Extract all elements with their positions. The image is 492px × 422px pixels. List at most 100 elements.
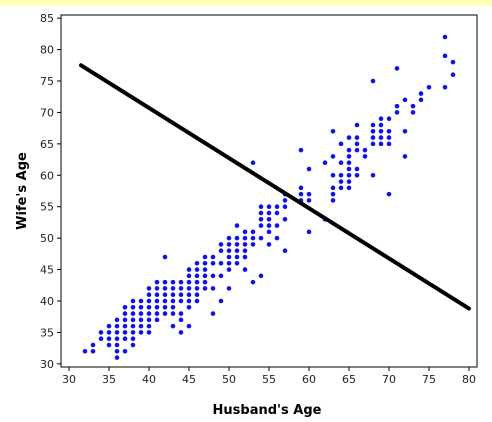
y-tick-label: 55 — [40, 201, 54, 214]
data-point — [154, 286, 160, 291]
data-point — [98, 336, 104, 342]
x-tick-label: 70 — [382, 373, 396, 386]
data-point — [162, 254, 168, 260]
y-tick-label: 85 — [40, 12, 54, 25]
data-point — [114, 330, 120, 335]
x-tick-label: 50 — [222, 373, 236, 386]
data-point — [410, 103, 416, 109]
data-point — [178, 286, 184, 291]
data-point — [154, 317, 160, 323]
data-point — [258, 216, 264, 222]
data-point — [242, 235, 248, 241]
data-point — [130, 342, 136, 348]
data-point — [354, 147, 360, 153]
data-point — [274, 223, 280, 228]
data-point — [130, 330, 136, 335]
data-point — [386, 116, 392, 122]
data-point — [186, 273, 192, 279]
data-point — [450, 59, 456, 65]
data-point — [130, 298, 136, 304]
data-point — [250, 242, 256, 247]
data-point — [250, 279, 256, 285]
data-point — [234, 260, 240, 266]
data-point — [138, 330, 144, 335]
data-point — [306, 166, 312, 172]
data-point — [114, 355, 120, 360]
data-point — [298, 147, 304, 153]
data-point — [178, 330, 184, 335]
data-point — [362, 154, 368, 159]
data-point — [258, 210, 264, 216]
data-point — [282, 216, 288, 222]
data-point — [146, 323, 152, 329]
data-point — [274, 235, 280, 241]
data-point — [346, 147, 352, 153]
data-point — [234, 242, 240, 247]
data-point — [386, 128, 392, 134]
data-point — [226, 286, 232, 291]
data-point — [178, 298, 184, 304]
data-point — [114, 317, 120, 323]
data-point — [330, 198, 336, 203]
x-tick-label: 60 — [302, 373, 316, 386]
data-point — [122, 336, 128, 342]
data-point — [282, 204, 288, 210]
data-point — [154, 304, 160, 310]
data-point — [138, 311, 144, 316]
data-point — [226, 267, 232, 272]
data-point — [154, 279, 160, 285]
data-point — [274, 210, 280, 216]
data-point — [202, 267, 208, 272]
data-point — [418, 97, 424, 103]
plot-area — [60, 14, 478, 368]
y-axis-title: Wife's Age — [15, 152, 30, 230]
data-point — [354, 172, 360, 178]
data-point — [226, 235, 232, 241]
data-point — [274, 204, 280, 210]
data-point — [258, 235, 264, 241]
data-point — [218, 298, 224, 304]
data-point — [138, 304, 144, 310]
data-point — [186, 304, 192, 310]
data-point — [394, 110, 400, 115]
data-point — [378, 141, 384, 147]
data-point — [242, 254, 248, 260]
data-point — [258, 273, 264, 279]
data-point — [346, 166, 352, 172]
data-point — [194, 273, 200, 279]
data-point — [130, 323, 136, 329]
data-point — [330, 128, 336, 134]
data-point — [258, 204, 264, 210]
data-point — [394, 103, 400, 109]
data-point — [242, 248, 248, 254]
data-point — [218, 273, 224, 279]
data-point — [266, 216, 272, 222]
data-point — [210, 254, 216, 260]
data-point — [146, 286, 152, 291]
data-point — [426, 84, 432, 90]
data-point — [194, 279, 200, 285]
data-point — [122, 317, 128, 323]
x-tick-label: 30 — [62, 373, 76, 386]
overlay-line — [79, 63, 471, 311]
y-tick-label: 70 — [40, 106, 54, 119]
y-tick-label: 65 — [40, 138, 54, 151]
data-point — [402, 128, 408, 134]
data-point — [330, 185, 336, 191]
data-point — [346, 185, 352, 191]
data-point — [402, 154, 408, 159]
data-point — [210, 260, 216, 266]
data-point — [442, 84, 448, 90]
data-point — [98, 330, 104, 335]
header-band — [0, 0, 492, 6]
data-point — [266, 210, 272, 216]
y-tick-label: 35 — [40, 326, 54, 339]
data-point — [122, 304, 128, 310]
data-point — [138, 298, 144, 304]
data-point — [162, 286, 168, 291]
data-point — [130, 311, 136, 316]
data-point — [234, 235, 240, 241]
data-point — [378, 122, 384, 128]
data-point — [122, 330, 128, 335]
